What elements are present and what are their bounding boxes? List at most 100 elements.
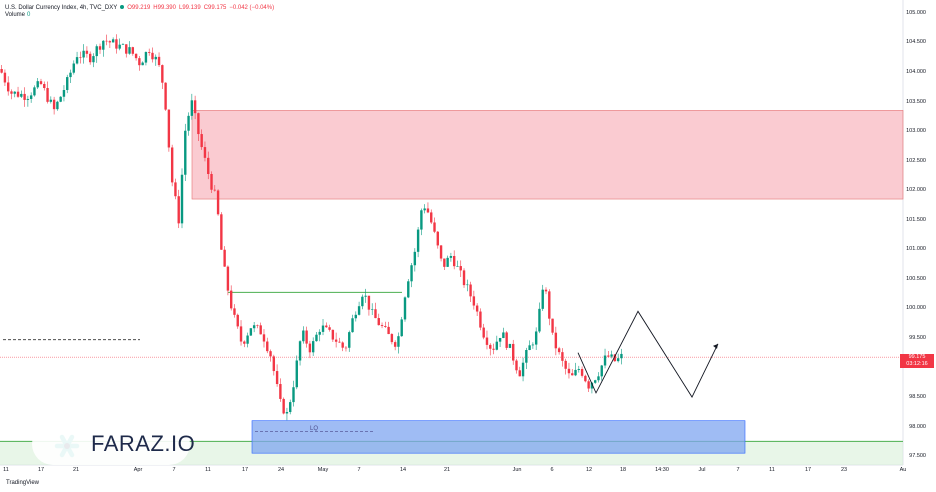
candle-body	[485, 337, 489, 345]
candle-body	[220, 214, 223, 250]
candle-body	[203, 147, 207, 158]
candle-body	[131, 47, 135, 54]
candle-body	[328, 327, 331, 330]
candle-body	[252, 325, 256, 329]
watermark-badge	[32, 423, 190, 465]
candle-body	[144, 52, 148, 63]
candle-body	[607, 355, 610, 357]
candle-body	[289, 402, 292, 413]
time-tick-label: Jun	[512, 467, 522, 473]
candle-body	[436, 231, 439, 246]
candle-body	[115, 39, 118, 49]
candle-body	[423, 208, 426, 211]
price-tick-label: 105.000	[906, 9, 926, 16]
price-tick-label: 103.500	[906, 98, 926, 105]
candle-body	[13, 91, 16, 94]
time-tick-label: 14	[399, 467, 407, 473]
candle-body	[446, 257, 449, 267]
price-tick-label: 100.500	[906, 275, 926, 282]
candle-body	[469, 284, 472, 297]
candle-body	[459, 266, 462, 271]
candle-body	[105, 40, 108, 42]
candle-body	[318, 331, 321, 335]
candle-body	[279, 384, 282, 399]
candle-body	[128, 47, 131, 54]
candle-body	[43, 83, 46, 89]
candle-body	[380, 325, 384, 326]
candle-body	[564, 360, 567, 369]
candle-body	[348, 332, 351, 348]
candle-body	[102, 40, 105, 50]
candle-body	[66, 77, 69, 91]
candle-body	[207, 157, 210, 175]
candle-body	[387, 326, 390, 335]
price-tick-label: 101.000	[906, 246, 926, 253]
candle-body	[302, 330, 305, 342]
time-tick-label: 6	[550, 467, 554, 473]
candle-body	[439, 245, 443, 259]
price-tick-label: 102.500	[906, 157, 926, 164]
candle-body	[603, 355, 607, 366]
supply-zone[interactable]	[191, 110, 904, 200]
candle-body	[515, 360, 518, 371]
candle-body	[393, 342, 397, 347]
candle-body	[213, 189, 216, 191]
candle-body	[3, 72, 7, 83]
candle-body	[236, 314, 239, 327]
time-tick-label: 18	[619, 467, 627, 473]
projection-path[interactable]	[577, 310, 719, 398]
market-status-dot	[120, 5, 125, 9]
candle-body	[39, 81, 43, 84]
time-tick-label: Jul	[698, 467, 706, 473]
time-tick-label: Au	[899, 467, 907, 473]
candle-body	[184, 130, 187, 175]
candle-body	[538, 308, 541, 332]
candle-body	[534, 331, 538, 345]
candle-body	[56, 101, 59, 110]
candle-body	[6, 82, 10, 92]
candle-body	[498, 338, 502, 342]
candle-body	[10, 91, 13, 94]
demand-zone[interactable]	[251, 420, 746, 454]
chart-header: U.S. Dollar Currency Index, 4h, TVC_DXY O…	[5, 4, 277, 12]
candle-body	[577, 369, 580, 370]
candle-body	[472, 296, 476, 306]
candles-group	[0, 34, 623, 421]
candle-body	[148, 52, 151, 53]
candle-body	[400, 319, 403, 337]
candle-body	[610, 354, 613, 357]
candle-body	[557, 348, 561, 353]
candle-body	[249, 328, 253, 336]
candle-body	[85, 50, 89, 54]
candle-body	[475, 305, 479, 312]
candle-body	[79, 57, 82, 58]
candle-body	[341, 342, 344, 348]
current-price-value: 99.175	[908, 354, 926, 360]
candle-body	[410, 265, 413, 282]
time-tick-label: 17	[37, 467, 45, 473]
candle-body	[118, 44, 121, 49]
candle-body	[36, 81, 39, 88]
candle-body	[193, 100, 197, 114]
candle-body	[233, 308, 236, 315]
candle-body	[321, 325, 325, 332]
candle-body	[82, 50, 85, 58]
price-tick-label: 104.000	[906, 68, 926, 75]
candle-body	[46, 88, 49, 102]
time-tick-label: 21	[72, 467, 80, 473]
candle-body	[92, 56, 95, 63]
candle-body	[531, 344, 535, 346]
ohlc-open: O99.219	[127, 5, 151, 11]
candle-body	[49, 99, 53, 102]
volume-label: Volume	[5, 12, 26, 18]
candle-body	[512, 343, 515, 361]
candle-body	[134, 53, 138, 59]
candle-body	[305, 330, 308, 344]
candle-body	[541, 289, 544, 309]
candle-body	[374, 309, 377, 319]
candle-body	[413, 251, 417, 266]
time-tick-label: 17	[804, 467, 812, 473]
candle-body	[325, 325, 328, 328]
candle-body	[285, 412, 289, 414]
